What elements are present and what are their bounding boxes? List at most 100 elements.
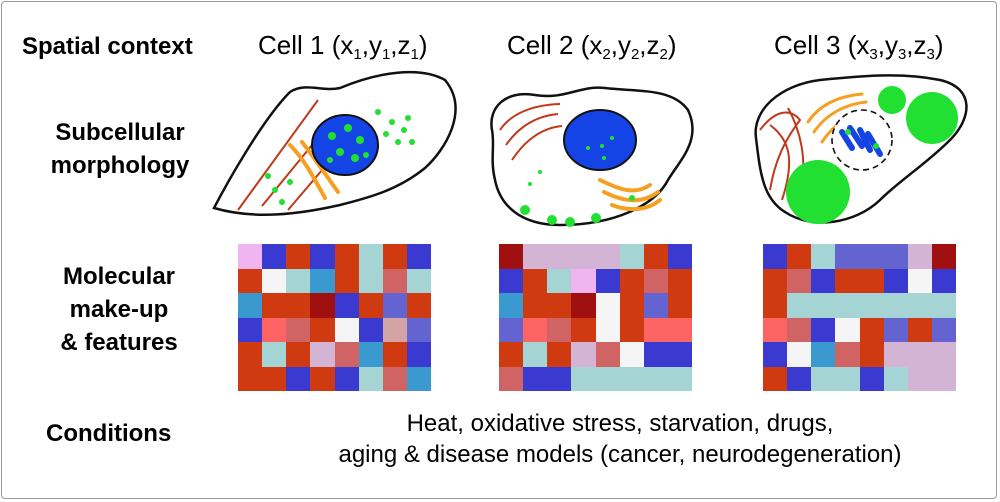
- heatmap-square: [667, 293, 692, 318]
- heatmap-square: [595, 268, 620, 293]
- heatmap-square: [406, 317, 431, 342]
- heatmap-square: [358, 342, 383, 367]
- cell-3-drawing: [754, 74, 968, 224]
- heatmap-square: [859, 366, 884, 391]
- cell-1-granule: [389, 119, 395, 125]
- cell-1-granule: [351, 154, 359, 162]
- heatmap-square: [382, 244, 407, 269]
- heatmap-square: [859, 342, 884, 367]
- label-molecular-features: Molecular make-up & features: [30, 260, 208, 359]
- heatmap-square: [310, 244, 335, 269]
- heatmap-square: [310, 268, 335, 293]
- heatmap-square: [523, 293, 548, 318]
- cell-1-granule: [272, 187, 278, 193]
- label-spatial-context: Spatial context: [22, 33, 193, 60]
- cell-1-title: Cell 1 (x1,y1,z1): [258, 30, 428, 63]
- cell-1-granule: [405, 115, 411, 121]
- heatmap-square: [238, 317, 263, 342]
- heatmap-square: [310, 293, 335, 318]
- heatmap-square: [859, 317, 884, 342]
- heatmap-square: [310, 342, 335, 367]
- heatmap-square: [811, 293, 836, 318]
- heatmap-square: [883, 244, 908, 269]
- heatmap-square: [931, 244, 956, 269]
- heatmap-square: [763, 317, 788, 342]
- heatmap-square: [835, 293, 860, 318]
- heatmap-square: [571, 342, 596, 367]
- cell-2-granule: [602, 156, 606, 160]
- heatmap-square: [667, 244, 692, 269]
- cell-1-granule: [395, 139, 401, 145]
- cell-1-actin-fiber: [237, 99, 319, 211]
- conditions-line1: Heat, oxidative stress, starvation, drug…: [406, 410, 834, 437]
- cell-1-granule: [336, 148, 344, 156]
- heatmap-square: [382, 317, 407, 342]
- heatmap-square: [286, 342, 311, 367]
- cell-1-granule: [375, 109, 381, 115]
- heatmap-square: [931, 342, 956, 367]
- cell-2-granule: [629, 195, 635, 201]
- heatmap-square: [811, 366, 836, 391]
- cell-3-actin-fiber: [769, 124, 791, 201]
- cell-3-golgi: [806, 92, 864, 124]
- heatmap-square: [262, 268, 287, 293]
- heatmap-square: [811, 317, 836, 342]
- heatmap-square: [382, 268, 407, 293]
- heatmap-square: [334, 244, 359, 269]
- label-subcellular-morphology: Subcellular morphology: [40, 116, 200, 182]
- heatmap-square: [238, 293, 263, 318]
- heatmap-square: [787, 342, 812, 367]
- cell-2-granule: [547, 215, 557, 225]
- heatmap-square: [406, 244, 431, 269]
- heatmap-square: [763, 342, 788, 367]
- heatmap-square: [643, 244, 668, 269]
- heatmap-square: [859, 293, 884, 318]
- heatmap-square: [286, 293, 311, 318]
- heatmap-square: [835, 342, 860, 367]
- cell-3-granule: [906, 92, 958, 144]
- heatmap-square: [835, 366, 860, 391]
- heatmap-square: [667, 366, 692, 391]
- heatmap-square: [571, 293, 596, 318]
- heatmap-square: [643, 342, 668, 367]
- cell-1-granule: [327, 157, 333, 163]
- heatmap-square: [286, 317, 311, 342]
- heatmap-square: [310, 317, 335, 342]
- cell-1-granule: [265, 173, 271, 179]
- heatmap-square: [523, 342, 548, 367]
- heatmap-square: [523, 317, 548, 342]
- heatmap-square: [811, 342, 836, 367]
- cell-3-golgi: [812, 100, 868, 134]
- heatmap-square: [334, 366, 359, 391]
- heatmap-square: [859, 268, 884, 293]
- heatmap-square: [334, 317, 359, 342]
- heatmap-square: [883, 268, 908, 293]
- heatmap-square: [547, 342, 572, 367]
- cell-3-actin-fiber: [759, 111, 802, 191]
- heatmap-cell-1: [238, 244, 431, 391]
- heatmap-cell-2: [499, 244, 692, 391]
- heatmap-square: [595, 244, 620, 269]
- heatmap-square: [262, 342, 287, 367]
- cell-1-granule: [328, 132, 336, 140]
- heatmap-square: [811, 244, 836, 269]
- label-subcellular-line2: morphology: [50, 152, 190, 179]
- heatmap-square: [619, 293, 644, 318]
- heatmap-square: [499, 366, 524, 391]
- heatmap-square: [547, 317, 572, 342]
- heatmap-square: [238, 366, 263, 391]
- heatmap-square: [595, 342, 620, 367]
- conditions-text: Heat, oxidative stress, starvation, drug…: [255, 408, 985, 470]
- heatmap-square: [763, 268, 788, 293]
- heatmap-square: [571, 317, 596, 342]
- heatmap-square: [547, 366, 572, 391]
- heatmap-square: [667, 268, 692, 293]
- heatmap-square: [787, 293, 812, 318]
- heatmap-square: [787, 366, 812, 391]
- heatmap-square: [358, 268, 383, 293]
- heatmap-square: [619, 366, 644, 391]
- heatmap-cell-3: [763, 244, 956, 391]
- cell-3-granule: [878, 86, 906, 114]
- heatmap-square: [883, 366, 908, 391]
